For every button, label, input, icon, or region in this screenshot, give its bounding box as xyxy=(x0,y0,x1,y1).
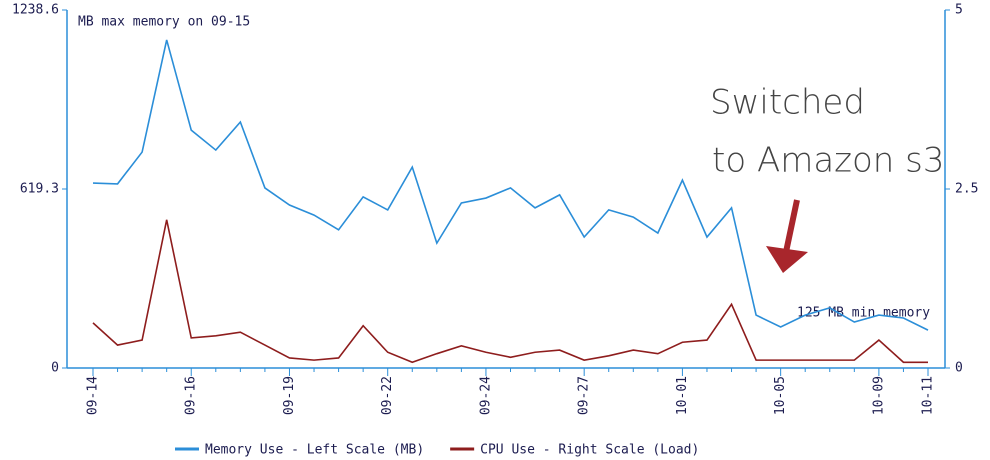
legend-label: CPU Use - Right Scale (Load) xyxy=(480,443,699,458)
series-line xyxy=(92,219,928,364)
y2-tick-label: 2.5 xyxy=(955,182,978,197)
callout: to Amazon s3 xyxy=(712,141,945,181)
x-tick-label: 10-09 xyxy=(871,376,886,415)
y-tick-label: 619.3 xyxy=(20,182,59,197)
x-tick-label: 09-19 xyxy=(282,376,297,415)
y2-tick-label: 5 xyxy=(955,3,963,18)
x-tick-label: 09-16 xyxy=(184,376,199,415)
x-tick-label: 10-11 xyxy=(921,376,936,415)
x-tick-label: 09-27 xyxy=(577,376,592,415)
arrow xyxy=(766,199,808,273)
y-tick-label: 0 xyxy=(51,361,59,376)
y-tick-label: 1238.6 xyxy=(12,3,59,18)
x-tick-label: 09-14 xyxy=(86,376,101,415)
legend-label: Memory Use - Left Scale (MB) xyxy=(205,443,424,458)
x-tick-label: 10-01 xyxy=(675,376,690,415)
annotation: 125 MB min memory xyxy=(797,306,930,321)
callout: Switched xyxy=(710,83,865,123)
x-tick-label: 09-24 xyxy=(478,376,493,415)
x-tick-label: 10-05 xyxy=(773,376,788,415)
annotation: MB max memory on 09-15 xyxy=(78,15,250,30)
series-line xyxy=(92,39,929,331)
y2-tick-label: 0 xyxy=(955,361,963,376)
x-tick-label: 09-22 xyxy=(380,376,395,415)
